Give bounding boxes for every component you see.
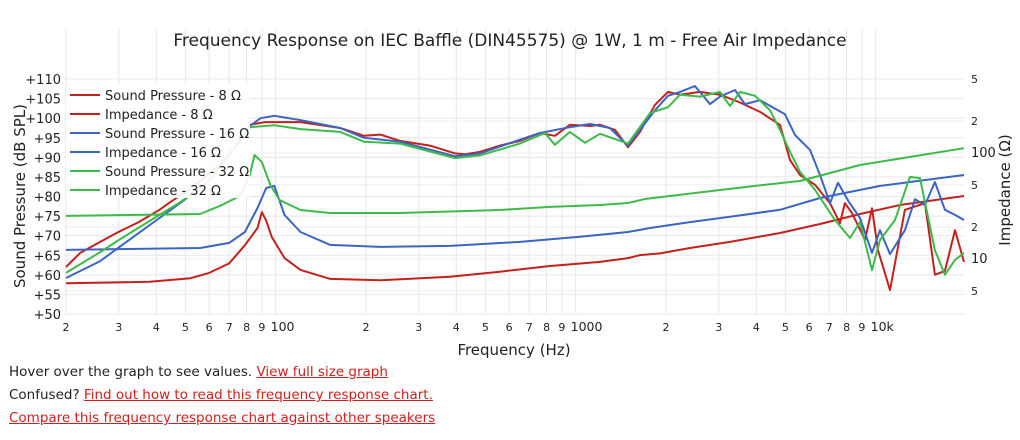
legend-label: Sound Pressure - 16 Ω — [105, 127, 249, 142]
y2-tick-label: 5 — [971, 285, 978, 298]
chart-title: Frequency Response on IEC Baffle (DIN455… — [173, 31, 846, 51]
y2-tick-label: 2 — [971, 115, 978, 128]
x-tick-label: 7 — [826, 321, 833, 334]
x-tick-label: 9 — [858, 321, 865, 334]
y2-axis-label: Impedance (Ω) — [996, 134, 1014, 245]
legend[interactable]: Sound Pressure - 8 Ω Impedance - 8 Ω Sound… — [66, 84, 250, 199]
x-tick-label: 4 — [453, 321, 460, 334]
x-tick-label: 9 — [258, 321, 265, 334]
y2-tick-label: 10 — [971, 252, 988, 267]
x-tick-label: 100 — [271, 319, 295, 334]
legend-label: Sound Pressure - 8 Ω — [105, 89, 241, 104]
series-line-1 — [65, 195, 965, 285]
confused-text: Confused? — [9, 387, 80, 403]
axes: 2 3 4 5 6 7 8 9 100 2 3 4 5 6 7 8 9 1000 2 3 4 5 6 7 8 9 10k+50+55… — [25, 73, 996, 334]
legend-label: Impedance - 8 Ω — [105, 108, 213, 123]
legend-label: Sound Pressure - 32 Ω — [105, 165, 249, 180]
y-tick-label: +105 — [25, 93, 61, 108]
full-size-link[interactable]: View full size graph — [256, 364, 388, 380]
y-tick-label: +110 — [25, 73, 61, 88]
y-tick-label: +75 — [34, 210, 61, 225]
series-line-4 — [65, 90, 965, 276]
grid — [64, 29, 964, 315]
y-tick-label: +60 — [34, 269, 61, 284]
x-tick-label: 7 — [526, 321, 533, 334]
x-tick-label: 8 — [843, 321, 850, 334]
footer-line-1: Hover over the graph to see values. View… — [9, 364, 388, 381]
y2-tick-label: 5 — [971, 73, 978, 86]
x-tick-label: 4 — [753, 321, 760, 334]
x-tick-label: 10k — [871, 319, 895, 334]
y-axis-label: Sound Pressure (dB SPL) — [11, 104, 29, 288]
footer-line-2: Confused? Find out how to read this freq… — [9, 387, 433, 404]
x-tick-label: 1000 — [571, 319, 603, 334]
x-axis-label: Frequency (Hz) — [457, 341, 570, 359]
y2-tick-label: 2 — [971, 221, 978, 234]
x-tick-label: 2 — [662, 321, 669, 334]
compare-link[interactable]: Compare this frequency response chart ag… — [9, 410, 436, 426]
howto-link[interactable]: Find out how to read this frequency resp… — [83, 387, 433, 403]
y-tick-label: +85 — [34, 171, 61, 186]
legend-item[interactable]: Sound Pressure - 8 Ω — [70, 89, 241, 104]
y-tick-label: +90 — [34, 151, 61, 166]
series-line-2 — [65, 85, 965, 279]
y2-tick-label: 100 — [971, 146, 996, 161]
x-tick-label: 9 — [558, 321, 565, 334]
y-tick-label: +80 — [34, 191, 61, 206]
x-tick-label: 6 — [206, 321, 213, 334]
x-tick-label: 8 — [543, 321, 550, 334]
y-tick-label: +95 — [34, 132, 61, 147]
x-tick-label: 3 — [115, 321, 122, 334]
x-tick-label: 3 — [715, 321, 722, 334]
hover-hint: Hover over the graph to see values. — [9, 364, 253, 380]
x-tick-label: 2 — [62, 321, 69, 334]
y-tick-label: +65 — [34, 249, 61, 264]
legend-item[interactable]: Impedance - 32 Ω — [70, 184, 221, 199]
series-line-3 — [65, 174, 965, 251]
legend-item[interactable]: Impedance - 16 Ω — [70, 146, 221, 161]
legend-item[interactable]: Impedance - 8 Ω — [70, 108, 213, 123]
x-tick-label: 7 — [226, 321, 233, 334]
legend-item[interactable]: Sound Pressure - 32 Ω — [70, 165, 249, 180]
x-tick-label: 6 — [506, 321, 513, 334]
legend-label: Impedance - 32 Ω — [105, 184, 221, 199]
y2-tick-label: 5 — [971, 179, 978, 192]
legend-label: Impedance - 16 Ω — [105, 146, 221, 161]
frequency-response-chart[interactable]: Sound Pressure - 8 Ω Impedance - 8 Ω Sound… — [0, 0, 1020, 362]
y-tick-label: +70 — [34, 230, 61, 245]
y-tick-label: +55 — [34, 288, 61, 303]
x-tick-label: 3 — [415, 321, 422, 334]
x-tick-label: 2 — [362, 321, 369, 334]
legend-item[interactable]: Sound Pressure - 16 Ω — [70, 127, 249, 142]
x-tick-label: 5 — [482, 321, 489, 334]
footer-line-3: Compare this frequency response chart ag… — [9, 410, 435, 427]
x-tick-label: 5 — [182, 321, 189, 334]
y-tick-label: +50 — [34, 308, 61, 323]
x-tick-label: 6 — [806, 321, 813, 334]
legend-background — [66, 84, 250, 198]
x-tick-label: 8 — [243, 321, 250, 334]
x-tick-label: 4 — [153, 321, 160, 334]
x-tick-label: 5 — [782, 321, 789, 334]
y-tick-label: +100 — [25, 112, 61, 127]
